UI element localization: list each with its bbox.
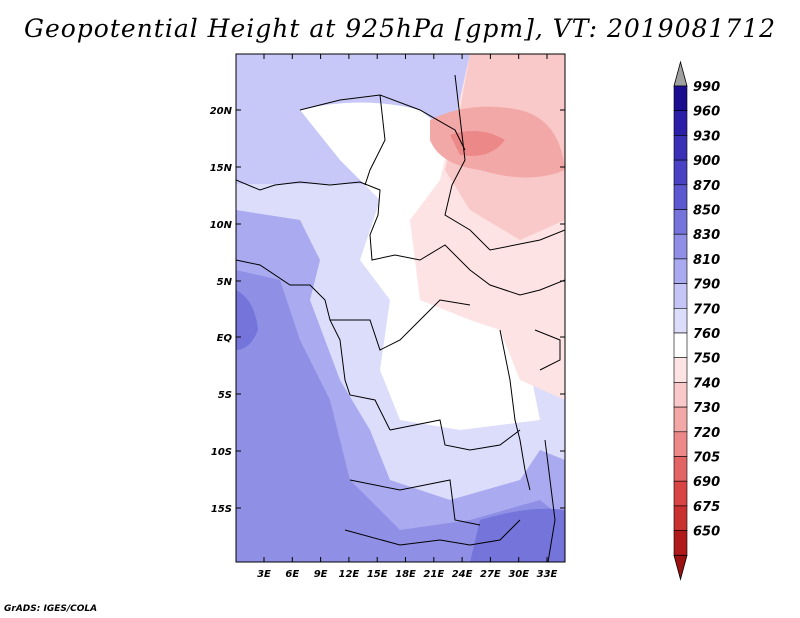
colorbar-level-label: 750 (693, 352, 720, 367)
lon-tick-label: 30E (508, 569, 529, 580)
lon-tick-label: 33E (537, 569, 558, 580)
boundaries (236, 74, 565, 562)
colorbar-swatch (673, 505, 688, 531)
colorbar-level-label: 720 (693, 426, 720, 441)
colorbar-level-label: 760 (693, 327, 720, 342)
colorbar-swatch (673, 431, 688, 457)
lat-tick-label: 15S (211, 504, 232, 515)
colorbar-swatch (673, 332, 688, 359)
lon-tick-label: 9E (314, 569, 328, 580)
colorbar-level-label: 740 (693, 376, 720, 391)
longitude-axis: 3E 6E 9E 12E 15E 18E 21E 24E 27E 30E 33E (257, 54, 558, 580)
colorbar-swatch (673, 233, 688, 260)
lon-tick-label: 15E (367, 569, 388, 580)
colorbar-level-label: 960 (693, 105, 720, 120)
colorbar-top-arrow (673, 60, 688, 87)
colorbar: 990 960 930 900 870 850 830 810 790 770 760 750 740 7… (673, 60, 720, 581)
colorbar-swatch (673, 110, 688, 136)
colorbar-swatch (673, 85, 688, 112)
colorbar-swatch (673, 209, 688, 235)
colorbar-level-label: 675 (693, 500, 720, 515)
colorbar-level-label: 730 (693, 401, 720, 416)
map-title: Geopotential Height at 925hPa [gpm], VT:… (23, 14, 777, 43)
colorbar-swatch (673, 135, 688, 161)
lat-tick-label: 5N (217, 277, 233, 288)
colorbar-swatch (673, 159, 688, 186)
colorbar-swatch (673, 357, 688, 383)
colorbar-swatch (673, 382, 688, 408)
colorbar-swatch (673, 283, 688, 309)
height-field (236, 54, 565, 562)
lon-tick-label: 24E (452, 569, 473, 580)
lat-tick-label: 20N (210, 106, 233, 117)
colorbar-level-label: 770 (693, 302, 720, 317)
lon-tick-label: 18E (395, 569, 416, 580)
field-blue-southeast-core (470, 508, 565, 562)
lat-tick-label: 5S (218, 390, 232, 401)
plot-frame (235, 53, 566, 563)
lon-tick-label: 12E (339, 569, 360, 580)
colorbar-level-label: 850 (693, 204, 720, 219)
lon-tick-label: 3E (257, 569, 271, 580)
colorbar-bottom-arrow (673, 554, 688, 581)
colorbar-level-label: 690 (693, 475, 720, 490)
lat-tick-label: 10S (211, 447, 232, 458)
colorbar-swatch (673, 456, 688, 482)
lat-tick-label: 10N (210, 220, 233, 231)
lon-tick-label: 27E (480, 569, 501, 580)
colorbar-level-label: 930 (693, 129, 720, 144)
colorbar-swatch (673, 184, 688, 210)
colorbar-swatch (673, 480, 688, 507)
field-blue-ocean (236, 270, 565, 562)
colorbar-swatch (673, 530, 688, 556)
lat-tick-label: EQ (217, 333, 233, 344)
lon-tick-label: 21E (423, 569, 444, 580)
colorbar-level-label: 790 (693, 278, 720, 293)
colorbar-level-label: 870 (693, 179, 720, 194)
colorbar-swatch (673, 307, 688, 334)
grads-credit: GrADS: IGES/COLA (4, 604, 98, 614)
field-blue-gulf-core (236, 290, 258, 350)
colorbar-level-label: 705 (693, 451, 720, 466)
colorbar-level-label: 650 (693, 525, 720, 540)
colorbar-level-label: 810 (693, 253, 720, 268)
colorbar-level-label: 900 (693, 154, 720, 169)
colorbar-swatch (673, 258, 688, 284)
lon-tick-label: 6E (285, 569, 299, 580)
colorbar-swatch (673, 406, 688, 433)
lat-tick-label: 15N (210, 163, 233, 174)
latitude-axis: 20N 15N 10N 5N EQ 5S 10S 15S (210, 106, 565, 515)
colorbar-level-label: 990 (693, 80, 720, 95)
colorbar-level-label: 830 (693, 228, 720, 243)
